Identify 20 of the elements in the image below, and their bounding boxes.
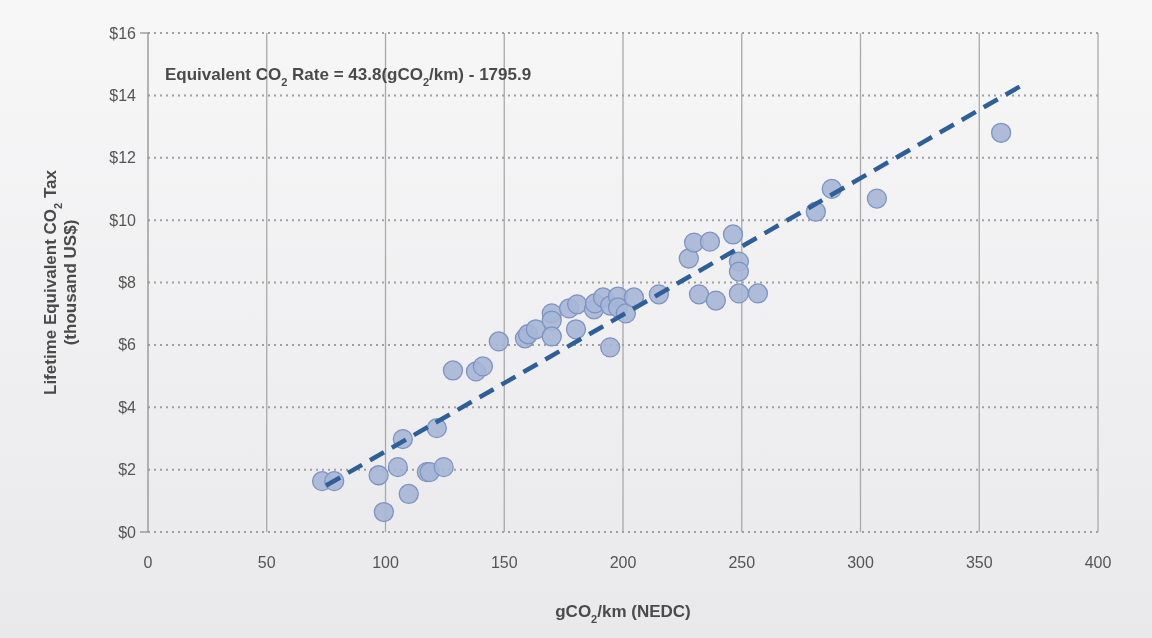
x-tick-label: 50 xyxy=(257,554,276,571)
x-axis-title: gCO$_{2}$/km (NEDC) xyxy=(555,602,691,625)
y-tick-label: $0 xyxy=(118,523,137,541)
y-tick-label: $16 xyxy=(109,24,137,42)
x-tick-label: 0 xyxy=(143,554,153,571)
x-tick-label: 400 xyxy=(1084,554,1112,571)
y-tick-label: $2 xyxy=(118,461,137,479)
x-tick-label: 200 xyxy=(609,554,637,571)
y-tick-label: $6 xyxy=(118,336,137,354)
x-tick-label: 250 xyxy=(728,554,756,571)
x-tick-label: 300 xyxy=(847,554,874,571)
annotation: Equivalent CO$_{2}$ Rate = 43.8(gCO$_{2}$/km) - 1795.9 xyxy=(165,65,532,88)
y-tick-label: $12 xyxy=(109,149,137,167)
x-tick-label: 150 xyxy=(490,554,518,571)
y-tick-label: $14 xyxy=(109,86,137,104)
x-tick-label: 100 xyxy=(372,554,399,571)
y-tick-label: $8 xyxy=(118,274,137,292)
x-tick-label: 350 xyxy=(965,554,993,571)
y-tick-label: $4 xyxy=(118,398,137,416)
y-tick-label: $10 xyxy=(109,211,137,229)
